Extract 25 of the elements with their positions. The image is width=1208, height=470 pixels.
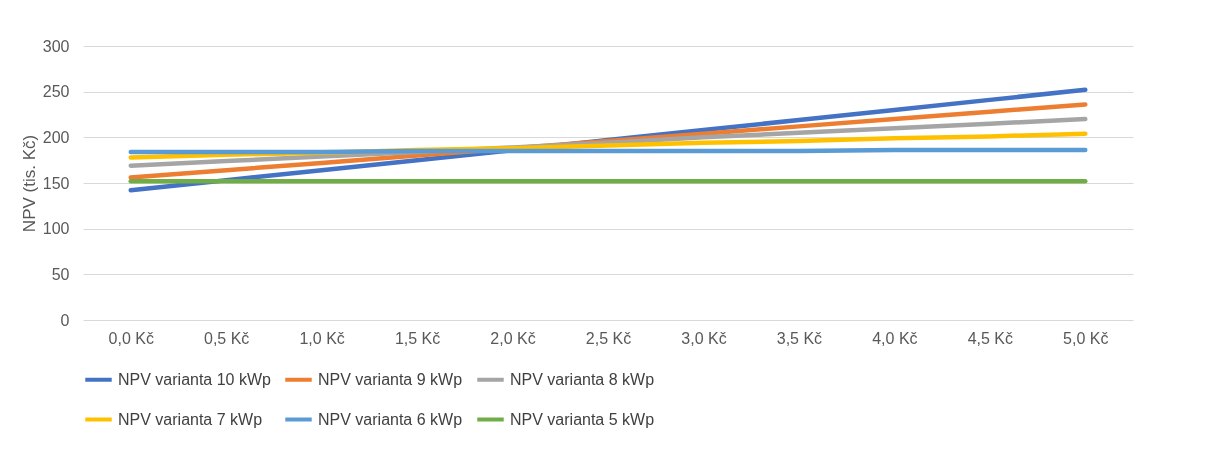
y-tick-label: 300 xyxy=(42,37,70,55)
x-tick-label: 5,0 Kč xyxy=(1063,329,1109,347)
x-tick-label: 2,5 Kč xyxy=(585,329,632,347)
x-tick-label: 4,5 Kč xyxy=(967,329,1013,347)
x-tick-label: 0,5 Kč xyxy=(204,329,250,347)
x-tick-label: 3,5 Kč xyxy=(776,329,823,347)
y-tick-label: 250 xyxy=(42,83,70,101)
x-tick-label: 2,0 Kč xyxy=(490,329,536,347)
legend-label: NPV varianta 6 kWp xyxy=(318,410,463,428)
x-tick-label: 1,0 Kč xyxy=(299,329,345,347)
y-axis-title: NPV (tis. Kč) xyxy=(19,134,39,233)
x-tick-label: 4,0 Kč xyxy=(872,329,918,347)
legend-label: NPV varianta 9 kWp xyxy=(318,370,463,388)
x-tick-label: 1,5 Kč xyxy=(394,329,441,347)
y-tick-label: 150 xyxy=(42,174,70,192)
legend-label: NPV varianta 7 kWp xyxy=(118,410,263,428)
y-tick-label: 200 xyxy=(42,128,70,146)
y-tick-label: 100 xyxy=(42,220,70,238)
legend-label: NPV varianta 10 kWp xyxy=(118,370,272,388)
legend-label: NPV varianta 5 kWp xyxy=(510,410,655,428)
x-tick-label: 0,0 Kč xyxy=(108,329,154,347)
x-tick-label: 3,0 Kč xyxy=(681,329,727,347)
y-tick-label: 0 xyxy=(60,311,70,329)
legend-label: NPV varianta 8 kWp xyxy=(510,370,655,388)
y-tick-label: 50 xyxy=(51,265,70,283)
